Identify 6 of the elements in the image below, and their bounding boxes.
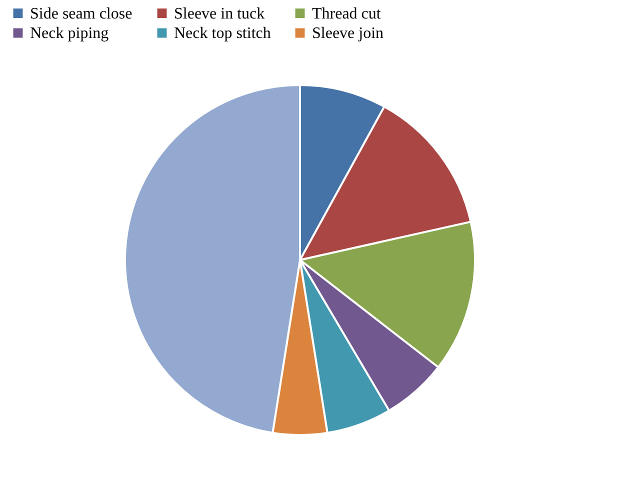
legend-label: Neck top stitch	[174, 25, 271, 42]
legend-label: Thread cut	[312, 5, 382, 22]
legend-label: Side seam close	[30, 5, 132, 22]
legend-label: Neck piping	[30, 25, 109, 42]
legend-label: Sleeve join	[312, 25, 384, 42]
legend-label: Sleeve in tuck	[174, 5, 265, 22]
